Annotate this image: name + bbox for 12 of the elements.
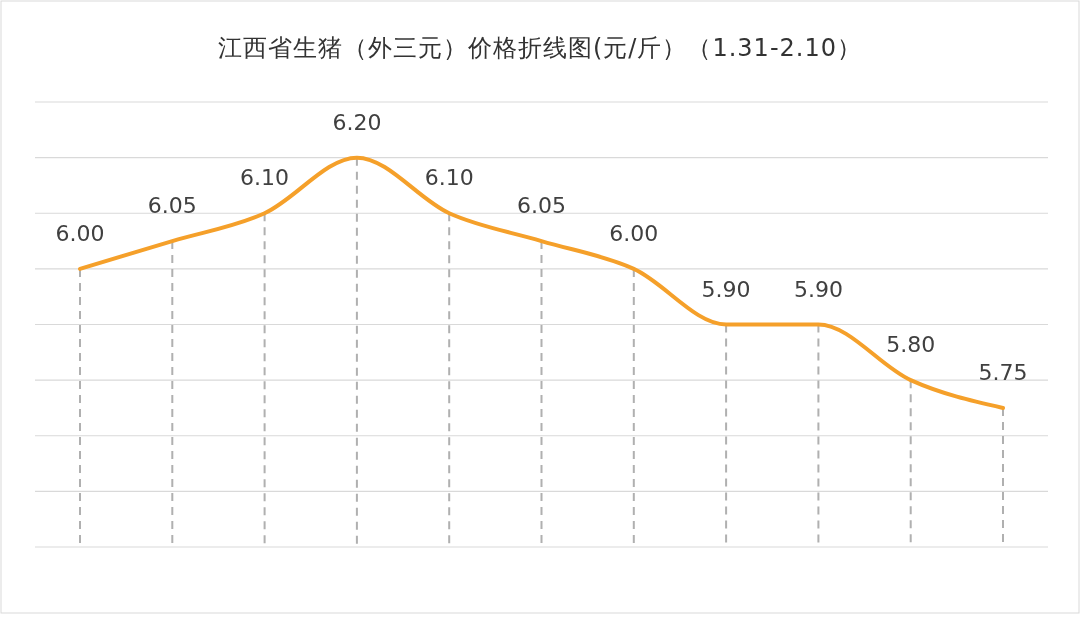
data-label: 6.10 [240,165,290,191]
data-label: 6.20 [332,109,382,135]
data-label: 5.80 [886,332,936,358]
data-label: 6.05 [147,193,197,219]
data-label: 6.10 [424,165,474,191]
data-label: 6.00 [609,220,659,246]
data-label: 5.90 [793,276,843,302]
data-label: 5.90 [701,276,751,302]
data-label: 6.05 [517,193,566,219]
data-label: 5.75 [978,359,1028,385]
data-label: 6.00 [55,220,105,246]
chart-title: 江西省生猪（外三元）价格折线图(元/斤）（1.31-2.10） [218,34,862,62]
